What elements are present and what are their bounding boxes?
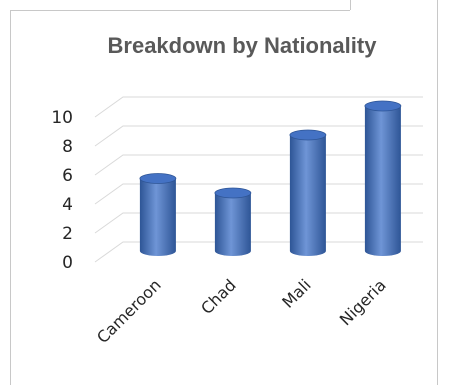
- bar: [139, 173, 177, 256]
- bar-body: [364, 106, 401, 256]
- frame-right-border: [437, 0, 438, 385]
- category-label: Nigeria: [336, 275, 390, 329]
- bar: [214, 187, 252, 256]
- frame-left-border: [10, 10, 11, 385]
- bar-body: [289, 135, 326, 256]
- gridline: [94, 96, 423, 118]
- y-tick-label: 6: [62, 166, 73, 186]
- bar: [289, 129, 327, 256]
- frame-top-border: [10, 10, 350, 11]
- bars: [139, 100, 402, 256]
- bar-top: [364, 100, 402, 112]
- y-tick-label: 0: [62, 253, 73, 273]
- y-tick-label: 2: [62, 224, 73, 244]
- y-tick-label: 4: [62, 195, 73, 215]
- y-tick-label: 10: [51, 108, 73, 128]
- y-axis: 0 2 4 6 8 10: [51, 108, 73, 273]
- y-tick-label: 8: [62, 137, 73, 157]
- frame-corner-tick: [350, 0, 351, 10]
- category-label: Cameroon: [93, 275, 165, 347]
- category-label: Chad: [197, 275, 240, 318]
- bar-top: [214, 187, 252, 199]
- x-axis: Cameroon Chad Mali Nigeria: [93, 275, 390, 347]
- chart-title: Breakdown by Nationality: [108, 33, 378, 58]
- bar-body: [214, 193, 251, 256]
- bar: [364, 100, 402, 256]
- gridline: [94, 125, 423, 147]
- bar-body: [139, 178, 176, 256]
- bar-top: [139, 173, 177, 184]
- category-label: Mali: [278, 275, 314, 311]
- bar-top: [289, 129, 327, 141]
